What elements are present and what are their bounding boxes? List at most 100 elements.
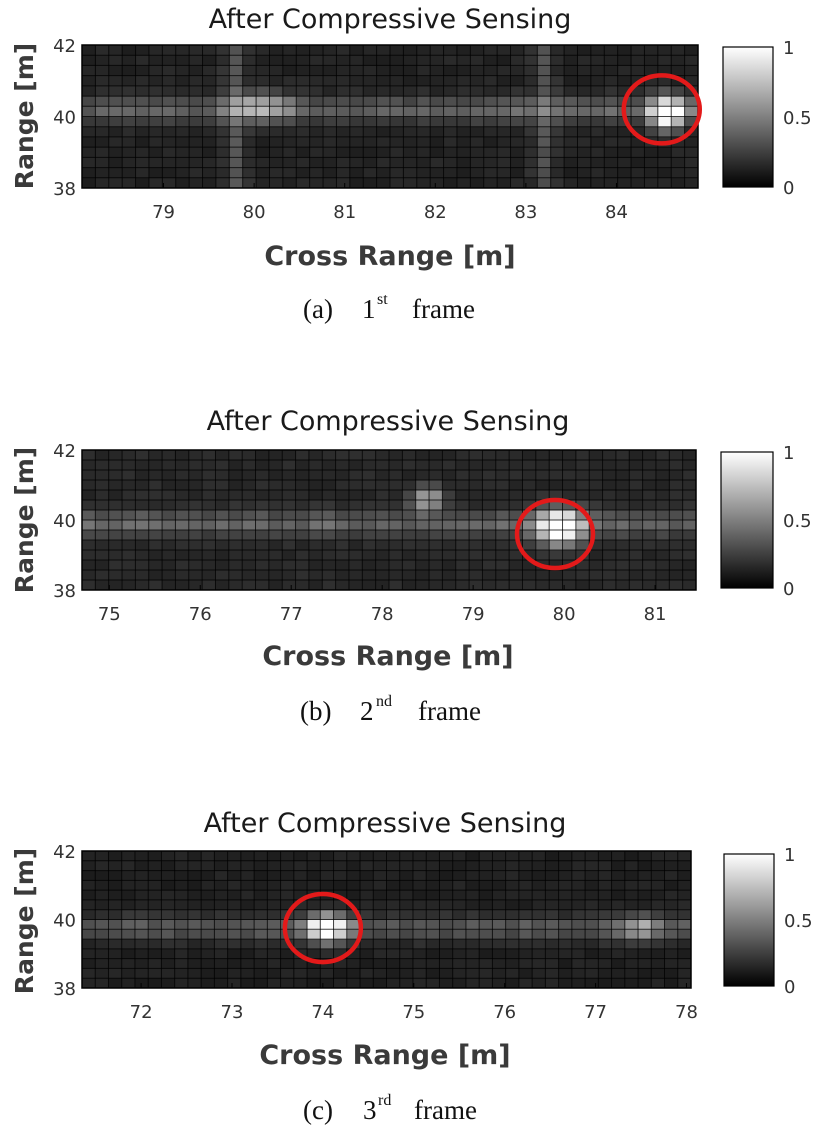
heatmap-cell [452,919,467,930]
heatmap-cell [82,520,96,531]
heatmap-cell [469,470,483,481]
heatmap-cell [483,65,498,76]
x-tick-label: 76 [493,1002,516,1023]
heatmap-cell [228,530,243,541]
heatmap-cell [202,55,217,66]
heatmap-cell [82,96,96,107]
heatmap-cell [602,500,617,511]
heatmap-cell [256,126,270,138]
heatmap-cell [510,177,525,189]
panel-a-heatmap [81,44,703,189]
heatmap-cell [375,540,390,551]
x-tick-label: 72 [130,1002,153,1023]
heatmap-cell [122,460,136,471]
panel-a-colorbar-tick-min: 0 [783,178,794,199]
heatmap-cell [309,177,324,189]
heatmap-cell [280,958,295,969]
heatmap-cell [268,500,283,511]
heatmap-cell [82,880,96,891]
heatmap-cell [575,510,590,521]
heatmap-cell [307,958,321,969]
heatmap-cell [482,520,497,531]
heatmap-cell [322,560,336,571]
heatmap-cell [416,55,431,66]
heatmap-cell [333,899,348,911]
heatmap-cell [535,550,550,561]
panel-c-colorbar: 1 0.5 0 [723,845,813,998]
heatmap-cell [82,560,96,571]
heatmap-cell [175,167,190,179]
heatmap-cell [360,948,374,959]
heatmap-cell [162,530,176,541]
heatmap-cell [439,978,453,989]
heatmap-cell [280,860,295,871]
heatmap-cell [187,890,202,901]
heatmap-cell [505,880,520,891]
heatmap-cell [148,958,162,969]
heatmap-cell [585,958,599,969]
heatmap-cell [348,550,363,561]
heatmap-cell [638,851,652,862]
heatmap-cell [308,550,323,561]
heatmap-cell [497,45,511,56]
heatmap-cell [255,500,270,511]
heatmap-cell [307,929,321,940]
heatmap-cell [664,919,679,930]
heatmap-cell [148,550,163,561]
heatmap-cell [439,870,453,881]
heatmap-cell [122,490,136,501]
heatmap-cell [360,860,374,871]
heatmap-cell [254,929,268,940]
heatmap-cell [108,978,123,989]
heatmap-cell [335,530,350,541]
heatmap-cell [631,45,645,56]
heatmap-cell [456,55,471,66]
heatmap-cell [360,958,374,969]
heatmap-cell [82,978,96,989]
heatmap-cell [333,890,348,901]
heatmap-cell [82,490,96,501]
heatmap-cell [456,106,471,117]
heatmap-cell [562,540,577,551]
heatmap-cell [254,978,268,989]
heatmap-cell [373,890,387,901]
heatmap-cell [430,45,444,56]
heatmap-cell [492,968,506,979]
heatmap-cell [482,530,497,541]
heatmap-cell [598,939,612,950]
heatmap-cell [362,550,376,561]
heatmap-cell [479,939,493,950]
heatmap-cell [386,919,401,930]
heatmap-cell [308,570,323,581]
heatmap-cell [558,968,573,979]
heatmap-cell [189,45,203,56]
heatmap-cell [403,96,418,107]
heatmap-cell [604,96,618,107]
heatmap-cell [95,106,110,117]
heatmap-cell [308,510,323,521]
heatmap-cell [229,96,243,107]
heatmap-cell [602,560,617,571]
panel-a-y-axis-label: Range [m] [10,43,39,189]
heatmap-cell [95,147,110,158]
heatmap-cell [537,45,551,56]
heatmap-cell [535,520,550,531]
heatmap-cell [655,460,670,471]
heatmap-cell [95,490,109,501]
heatmap-cell [108,136,123,148]
heatmap-cell [188,470,203,481]
heatmap-cell [492,890,506,901]
heatmap-cell [469,500,483,511]
heatmap-cell [296,75,310,87]
heatmap-cell [452,890,467,901]
heatmap-cell [108,851,123,862]
heatmap-cell [174,958,189,969]
heatmap-cell [455,490,470,501]
heatmap-cell [242,520,256,531]
heatmap-cell [162,560,176,571]
heatmap-cell [577,55,592,66]
heatmap-cell [452,948,467,959]
heatmap-cell [108,45,123,56]
heatmap-cell [363,106,377,117]
heatmap-cell [255,580,270,591]
